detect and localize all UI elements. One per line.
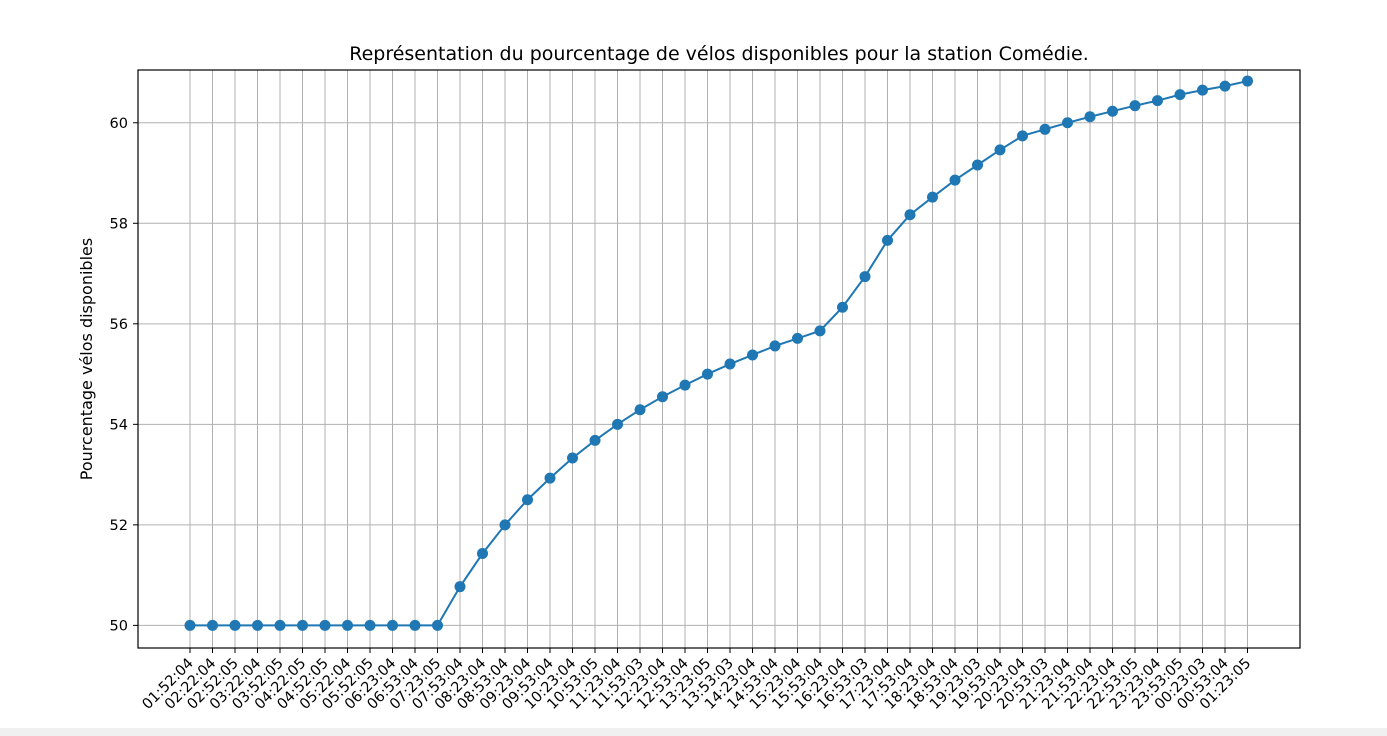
data-point <box>634 404 646 416</box>
data-point <box>657 391 668 403</box>
plot-frame <box>137 69 1301 649</box>
data-point <box>567 452 578 464</box>
y-tick-label: 56 <box>110 317 128 333</box>
y-axis-label: Pourcentage vélos disponibles <box>77 238 96 480</box>
data-point <box>544 472 556 484</box>
data-point <box>724 358 736 370</box>
data-point <box>252 619 263 631</box>
data-point <box>927 191 938 203</box>
data-point <box>589 434 601 446</box>
data-point <box>1017 130 1028 142</box>
data-point <box>297 619 308 631</box>
data-point <box>499 519 511 531</box>
data-point <box>1129 100 1141 112</box>
data-point <box>1219 80 1231 92</box>
data-point <box>274 619 286 631</box>
data-point <box>1197 84 1208 96</box>
data-point <box>1242 75 1253 87</box>
data-point <box>1062 117 1073 129</box>
data-point <box>1084 111 1096 123</box>
data-point <box>972 159 983 171</box>
series-line <box>190 80 1248 627</box>
data-point <box>184 619 196 631</box>
data-point <box>837 301 848 313</box>
x-axis: 01:52:0402:22:0402:52:0503:22:0403:52:05… <box>139 648 1254 713</box>
data-point <box>612 418 623 430</box>
y-tick-label: 54 <box>110 417 128 433</box>
data-point <box>1039 123 1051 135</box>
data-point <box>904 209 916 221</box>
data-point <box>994 144 1006 156</box>
data-point <box>747 349 758 361</box>
data-point <box>409 619 421 631</box>
chart-title: Représentation du pourcentage de vélos d… <box>349 43 1089 65</box>
data-point <box>882 234 893 246</box>
data-point <box>769 340 781 352</box>
data-point <box>522 494 533 506</box>
data-point <box>342 619 353 631</box>
data-point <box>387 619 398 631</box>
data-point <box>477 548 488 560</box>
y-tick-label: 52 <box>110 518 128 534</box>
data-point <box>364 619 376 631</box>
y-tick-label: 60 <box>110 116 128 132</box>
data-point <box>454 581 466 593</box>
data-point <box>207 619 218 631</box>
data-point <box>702 368 713 380</box>
data-point <box>792 332 803 344</box>
data-point <box>949 174 961 186</box>
data-point <box>1152 95 1163 107</box>
series-layer <box>184 75 1253 631</box>
data-point <box>859 271 871 283</box>
data-point <box>1107 105 1118 117</box>
y-axis: 50 52 54 56 58 60 <box>110 116 138 634</box>
data-point <box>319 619 331 631</box>
data-point <box>679 379 691 391</box>
bottom-strip <box>0 728 1387 736</box>
data-point <box>814 325 826 337</box>
data-point <box>229 619 241 631</box>
y-tick-label: 50 <box>110 618 128 634</box>
grid-lines <box>138 70 1300 648</box>
data-point <box>1174 89 1186 101</box>
data-point <box>432 619 443 631</box>
y-tick-label: 58 <box>110 216 128 232</box>
